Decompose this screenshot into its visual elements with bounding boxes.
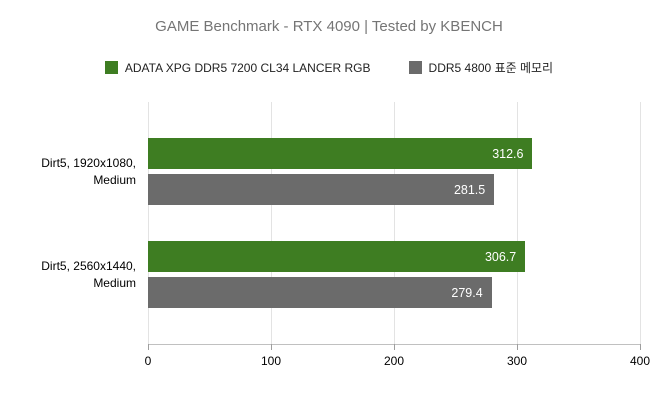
- bar-groups: 312.6 281.5 306.7 279.4: [148, 102, 640, 344]
- bar-value-label: 312.6: [492, 146, 524, 161]
- x-axis: 0 100 200 300 400: [144, 344, 650, 372]
- bar-value-label: 281.5: [453, 182, 486, 197]
- category-label: Dirt5, 1920x1080, Medium: [41, 156, 136, 187]
- bar: 306.7: [148, 241, 526, 272]
- bar-group: 306.7 279.4: [148, 241, 640, 308]
- legend-label: ADATA XPG DDR5 7200 CL34 LANCER RGB: [124, 60, 371, 75]
- bar: 312.6: [148, 138, 533, 169]
- category-label: Dirt5, 2560x1440, Medium: [41, 259, 136, 290]
- tick-mark: [640, 344, 641, 350]
- bar-row: 279.4: [148, 277, 640, 308]
- legend-color-swatch-icon: [408, 61, 422, 74]
- gridline: [640, 102, 641, 344]
- x-tick-label: 300: [506, 354, 528, 368]
- gridline: [517, 102, 518, 344]
- gridline: [148, 102, 149, 344]
- tick-mark: [271, 344, 272, 350]
- chart-title: GAME Benchmark - RTX 4090 | Tested by KB…: [155, 18, 503, 35]
- bar: 281.5: [148, 174, 495, 205]
- x-tick-label: 0: [144, 354, 152, 368]
- legend: ADATA XPG DDR5 7200 CL34 LANCER RGB DDR5 …: [0, 59, 658, 76]
- bar-row: 281.5: [148, 174, 640, 205]
- tick-mark: [148, 344, 149, 350]
- bar-group: 312.6 281.5: [148, 138, 640, 205]
- bar: 279.4: [148, 277, 492, 308]
- x-tick-label: 200: [383, 354, 405, 368]
- legend-label: DDR5 4800 표준 메모리: [428, 61, 554, 75]
- x-tick-label: 400: [629, 354, 651, 368]
- legend-item: DDR5 4800 표준 메모리: [408, 59, 554, 76]
- bar-row: 306.7: [148, 241, 640, 272]
- tick-mark: [394, 344, 395, 350]
- legend-item: ADATA XPG DDR5 7200 CL34 LANCER RGB: [104, 60, 371, 75]
- gridline: [271, 102, 272, 344]
- bar-row: 312.6: [148, 138, 640, 169]
- x-tick-label: 100: [260, 354, 282, 368]
- legend-color-swatch-icon: [104, 61, 118, 74]
- bar-value-label: 279.4: [451, 285, 483, 300]
- gridlines: [148, 102, 641, 350]
- tick-mark: [517, 344, 518, 350]
- bar-value-label: 306.7: [484, 249, 517, 264]
- gridline: [394, 102, 395, 344]
- plot-area: Dirt5, 1920x1080, Medium Dirt5, 2560x1440…: [41, 102, 650, 368]
- category-labels: Dirt5, 1920x1080, Medium Dirt5, 2560x1440…: [6, 102, 136, 344]
